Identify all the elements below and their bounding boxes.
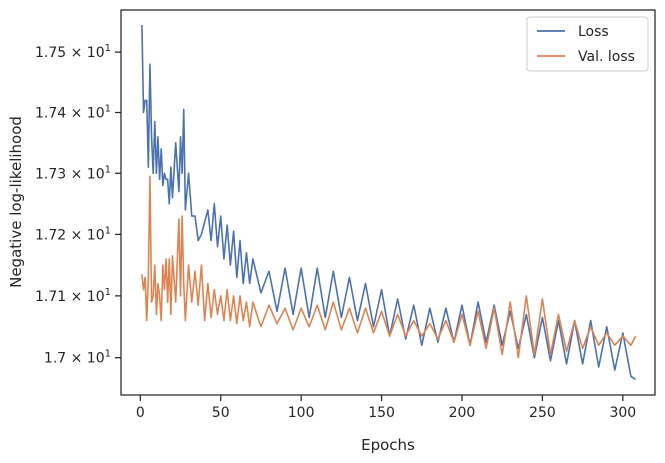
x-tick-label: 200 [449, 405, 476, 421]
y-tick-label: 1.7 × 101 [44, 349, 111, 367]
x-tick-label: 0 [136, 405, 145, 421]
legend: Loss Val. loss [526, 16, 649, 72]
x-axis: 0 50 100 150 200 250 300 [136, 395, 636, 421]
series-layer [141, 24, 637, 381]
x-tick-label: 300 [609, 405, 636, 421]
y-tick-label: 1.74 × 101 [35, 104, 111, 122]
x-tick-label: 50 [212, 405, 230, 421]
y-tick-label: 1.71 × 101 [35, 287, 111, 305]
y-tick-label: 1.73 × 101 [35, 164, 111, 182]
x-tick-label: 100 [288, 405, 315, 421]
series-line-val-loss [141, 175, 637, 359]
y-axis-label: Negative log-likelihood [7, 116, 25, 288]
y-tick-label: 1.72 × 101 [35, 225, 111, 243]
x-axis-label: Epochs [361, 436, 415, 454]
legend-label-loss: Loss [578, 24, 609, 40]
x-tick-label: 150 [368, 405, 395, 421]
y-axis: 1.7 × 101 1.71 × 101 1.72 × 101 1.73 × 101 1… [35, 43, 121, 367]
y-tick-label: 1.75 × 101 [35, 43, 111, 61]
legend-label-val-loss: Val. loss [578, 49, 635, 65]
x-tick-label: 250 [529, 405, 556, 421]
